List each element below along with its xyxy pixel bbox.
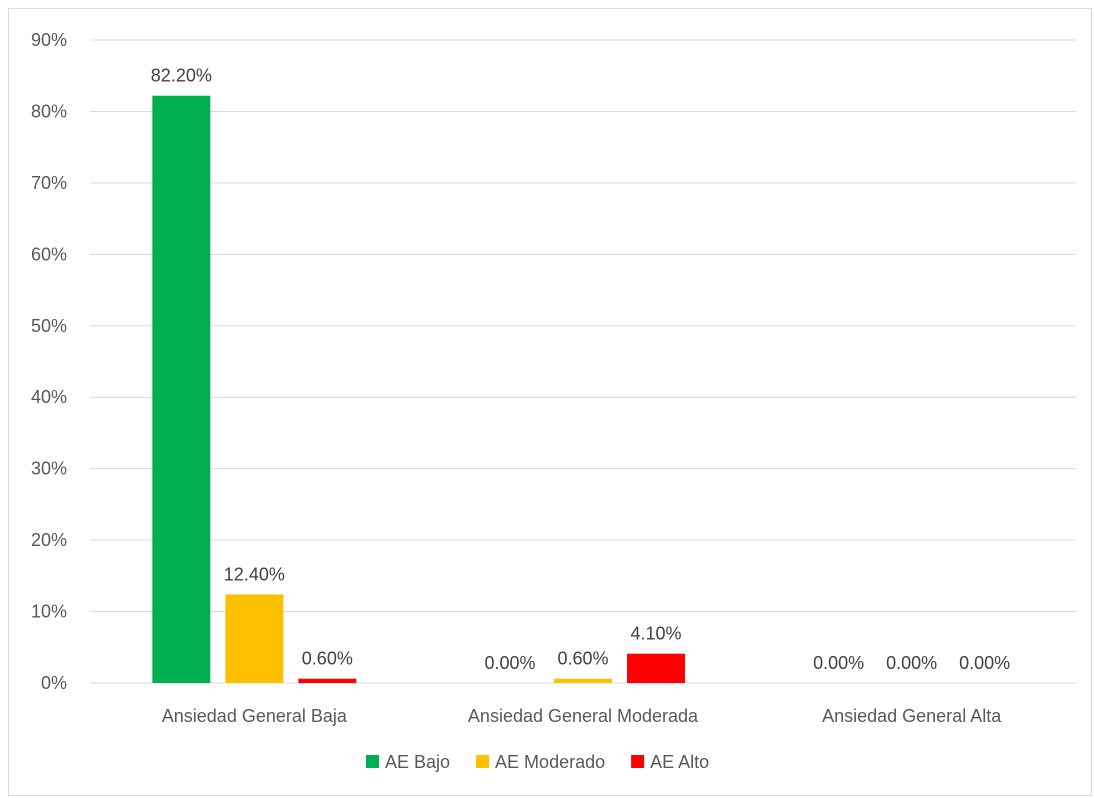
- legend-swatch: [631, 755, 645, 768]
- y-tick-label: 60%: [31, 244, 67, 264]
- x-category-label: Ansiedad General Alta: [822, 706, 1002, 726]
- gridlines: [90, 39, 1076, 684]
- y-tick-label: 50%: [31, 316, 67, 336]
- data-label: 0.00%: [959, 653, 1010, 673]
- bar: [627, 653, 685, 683]
- bar: [225, 594, 284, 683]
- data-label: 0.00%: [813, 653, 864, 673]
- y-tick-label: 10%: [31, 602, 67, 622]
- y-tick-label: 30%: [31, 459, 67, 479]
- y-tick-label: 40%: [31, 387, 67, 407]
- y-tick-label: 80%: [31, 101, 67, 121]
- x-category-label: Ansiedad General Baja: [162, 706, 348, 726]
- data-label: 0.00%: [886, 653, 937, 673]
- legend-label: AE Bajo: [385, 752, 450, 772]
- data-label: 0.00%: [484, 653, 535, 673]
- y-axis-tick-labels: 0% 10% 20% 30% 40% 50% 60% 70% 80% 90%: [31, 30, 67, 693]
- data-label: 0.60%: [557, 649, 608, 669]
- legend: AE Bajo AE Moderado AE Alto: [366, 752, 709, 772]
- legend-swatch: [476, 755, 490, 768]
- x-axis-category-labels: Ansiedad General Baja Ansiedad General Mo…: [162, 706, 1002, 726]
- data-label: 12.40%: [224, 564, 285, 584]
- data-labels: 82.20% 12.40% 0.60% 0.00% 0.60% 4.10% 0.00% 0.0…: [151, 66, 1010, 673]
- legend-label: AE Moderado: [495, 752, 605, 772]
- y-tick-label: 0%: [41, 673, 67, 693]
- y-tick-label: 20%: [31, 530, 67, 550]
- data-label: 82.20%: [151, 66, 212, 86]
- y-tick-label: 90%: [31, 30, 67, 50]
- bar: [298, 678, 357, 683]
- data-label: 0.60%: [302, 649, 353, 669]
- legend-swatch: [366, 755, 379, 768]
- bar: [152, 95, 211, 683]
- data-label: 4.10%: [630, 624, 681, 644]
- bar: [554, 678, 612, 683]
- x-category-label: Ansiedad General Moderada: [468, 706, 699, 726]
- legend-label: AE Alto: [650, 752, 709, 772]
- bars: [152, 95, 685, 683]
- y-tick-label: 70%: [31, 173, 67, 193]
